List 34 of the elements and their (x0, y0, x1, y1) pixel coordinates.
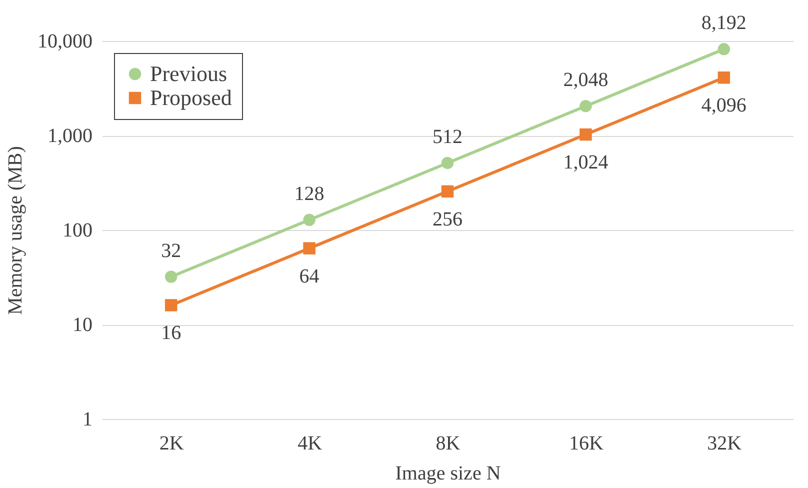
data-label: 1,024 (563, 152, 608, 174)
point (441, 156, 454, 170)
data-label: 32 (161, 240, 182, 262)
data-label: 8,192 (701, 12, 746, 34)
point (580, 128, 592, 141)
data-label: 2,048 (563, 69, 608, 92)
point (441, 185, 454, 198)
point (303, 214, 316, 226)
y-tick-label: 1,000 (48, 125, 92, 147)
y-tick-label: 10 (72, 314, 92, 336)
data-label: 128 (294, 182, 324, 205)
x-tick-label: 2K (159, 432, 184, 454)
data-label: 256 (432, 208, 462, 230)
legend-label: Previous (150, 61, 227, 86)
y-tick-label: 1 (82, 408, 92, 430)
x-tick-label: 8K (436, 432, 461, 454)
point (718, 43, 730, 56)
x-tick-label: 32K (707, 432, 742, 454)
data-label: 4,096 (701, 94, 746, 117)
data-label: 16 (161, 322, 182, 344)
y-tick-label: 10,000 (38, 30, 92, 52)
y-tick-label: 100 (62, 220, 92, 242)
point (718, 72, 730, 84)
data-label: 64 (299, 265, 320, 288)
legend-label: Proposed (150, 85, 232, 110)
point (303, 242, 316, 254)
x-axis-title: Image size N (395, 462, 501, 484)
data-label: 512 (432, 126, 462, 148)
x-tick-label: 4K (298, 432, 323, 454)
point (164, 299, 178, 312)
point (580, 100, 592, 112)
y-axis-title: Memory usage (MB) (4, 146, 26, 315)
point (164, 270, 178, 283)
x-tick-label: 16K (568, 432, 604, 454)
